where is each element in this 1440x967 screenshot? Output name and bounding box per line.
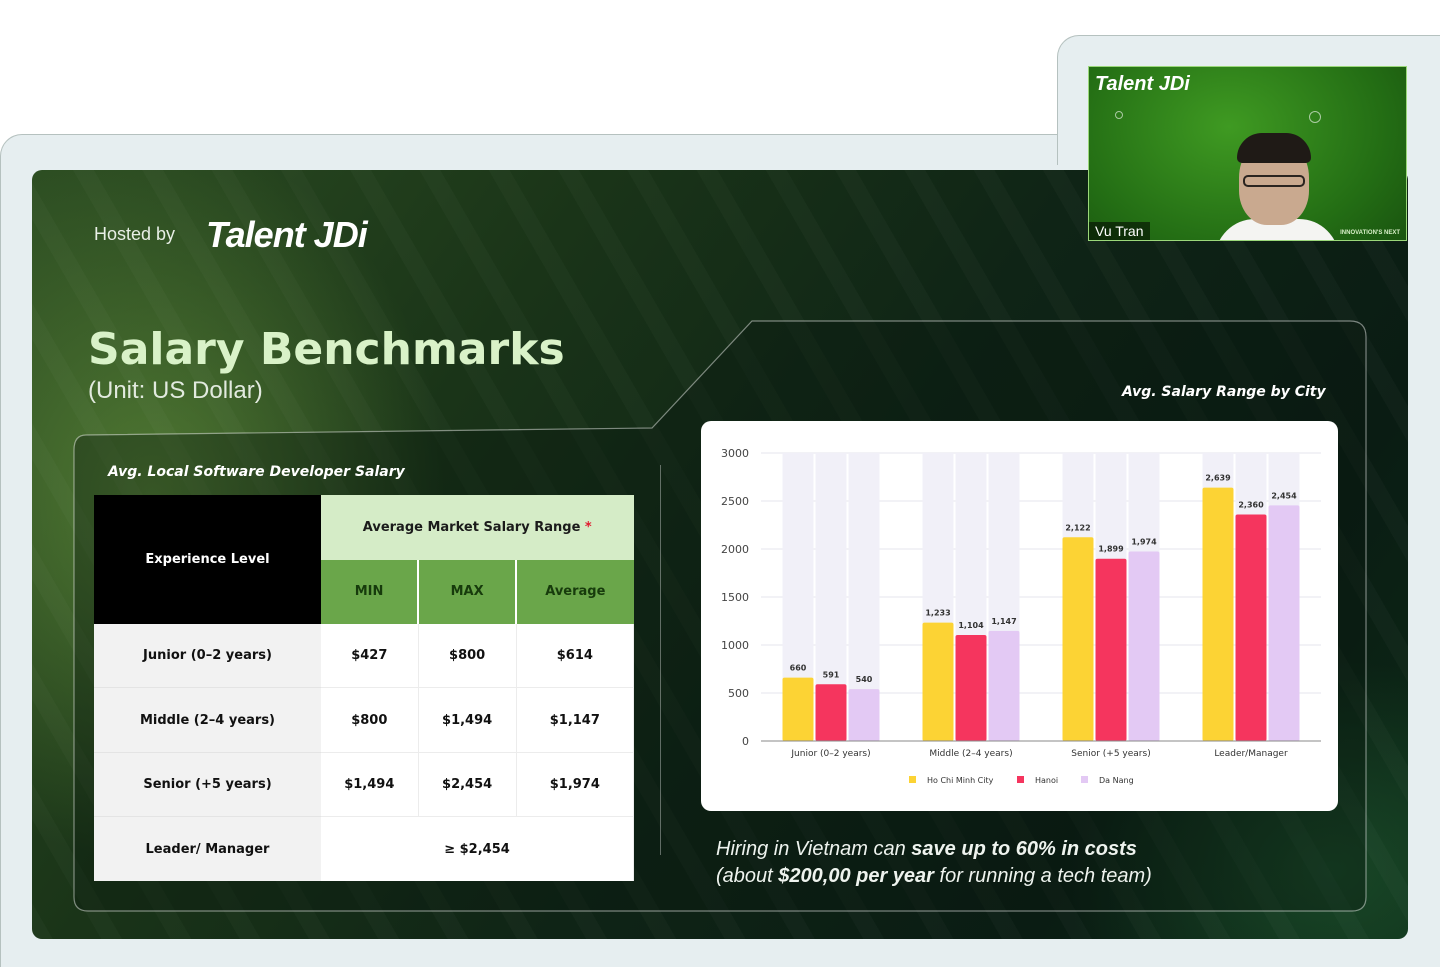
glasses-icon — [1243, 175, 1305, 187]
table-row: Leader/ Manager ≥ $2,454 — [94, 816, 634, 881]
bar-value-label: 2,360 — [1238, 500, 1264, 509]
salary-chart-card: 0 500 1000 1500 2000 2500 3000 660 591 540 Junior … — [701, 421, 1338, 811]
divider — [660, 465, 661, 855]
experience-level-header: Experience Level — [94, 495, 321, 624]
legend-label: Hanoi — [1035, 776, 1058, 785]
participant-name: Vu Tran — [1089, 222, 1150, 240]
cell-max: $2,454 — [418, 752, 517, 818]
bar — [955, 635, 987, 741]
cell-min: $1,494 — [321, 752, 419, 818]
y-tick-label: 3000 — [721, 447, 749, 460]
salary-bar-chart: 0 500 1000 1500 2000 2500 3000 660 591 540 Junior … — [721, 447, 1321, 785]
bar — [1095, 558, 1127, 741]
salary-range-header: Average Market Salary Range * — [321, 495, 634, 561]
table-row: Junior (0–2 years) $427 $800 $614 — [94, 623, 635, 689]
footer-text: Hiring in Vietnam can — [716, 838, 912, 860]
bar-value-label: 591 — [823, 670, 840, 679]
decor-dot — [1309, 111, 1321, 123]
bar-value-label: 1,974 — [1131, 537, 1157, 546]
cell-average: $1,147 — [516, 687, 635, 753]
y-tick-label: 0 — [742, 735, 749, 748]
presentation-slide: Hosted by Talent JDi Salary Benchmarks (… — [32, 170, 1408, 939]
col-header-min: MIN — [321, 560, 420, 624]
participant-hair — [1237, 133, 1311, 163]
bar-value-label: 2,454 — [1271, 491, 1297, 500]
bar — [848, 689, 880, 741]
cell-average: $1,974 — [516, 752, 635, 818]
cell-average: $614 — [516, 623, 635, 689]
footer-highlight: save up to 60% in costs — [911, 838, 1137, 860]
y-tick-label: 1500 — [721, 591, 749, 604]
x-tick-label: Leader/Manager — [1214, 749, 1288, 759]
table-caption: Avg. Local Software Developer Salary — [108, 464, 405, 480]
camera-logo: Talent JDi — [1095, 73, 1190, 95]
salary-table: Experience Level Average Market Salary R… — [94, 495, 635, 881]
bar-value-label: 1,233 — [925, 609, 950, 618]
y-tick-label: 1000 — [721, 639, 749, 652]
y-tick-label: 2500 — [721, 495, 749, 508]
footer-line-1: Hiring in Vietnam can save up to 60% in … — [716, 836, 1152, 863]
participant-body — [1215, 219, 1339, 240]
col-header-average: Average — [516, 560, 634, 624]
chart-caption: Avg. Salary Range by City — [1122, 384, 1326, 400]
col-header-max: MAX — [418, 560, 518, 624]
x-tick-label: Middle (2–4 years) — [929, 749, 1012, 759]
footnote-marker: * — [584, 520, 592, 536]
talent-jdi-logo: Talent JDi — [206, 214, 368, 255]
cell-max: $1,494 — [418, 687, 517, 753]
bar — [1062, 537, 1094, 741]
bar — [782, 677, 814, 741]
decor-dot — [1115, 111, 1123, 119]
bar — [1202, 487, 1234, 741]
footer-note: Hiring in Vietnam can save up to 60% in … — [716, 836, 1152, 890]
row-label: Leader/ Manager — [94, 816, 321, 881]
slide-subtitle: (Unit: US Dollar) — [88, 377, 263, 404]
x-tick-label: Senior (+5 years) — [1071, 749, 1150, 759]
footer-text: for running a tech team) — [933, 865, 1152, 887]
bar-value-label: 2,639 — [1205, 474, 1231, 483]
bar-value-label: 1,104 — [958, 621, 984, 630]
footer-text: (about — [716, 865, 779, 887]
bar-value-label: 1,899 — [1098, 545, 1124, 554]
row-label: Senior (+5 years) — [94, 752, 321, 818]
legend-label: Ho Chi Minh City — [927, 776, 994, 785]
row-label: Junior (0–2 years) — [94, 623, 321, 689]
bar — [988, 630, 1020, 741]
cell-min: $427 — [321, 623, 419, 689]
row-label: Middle (2–4 years) — [94, 687, 321, 753]
legend-swatch — [1017, 776, 1024, 783]
bar-value-label: 660 — [790, 664, 807, 673]
bar — [1268, 505, 1300, 741]
legend-label: Da Nang — [1099, 776, 1134, 785]
hosted-by-label: Hosted by — [94, 224, 176, 244]
y-tick-label: 2000 — [721, 543, 749, 556]
footer-highlight: $200,00 per year — [778, 865, 934, 887]
cell-max: $800 — [418, 623, 517, 689]
cell-leader-value: ≥ $2,454 — [321, 816, 634, 881]
participant-video-tile[interactable]: Talent JDi Vu Tran INNOVATION'S NEXT — [1088, 66, 1407, 241]
bar — [922, 622, 954, 741]
slide-title: Salary Benchmarks — [88, 324, 565, 375]
bar-value-label: 2,122 — [1065, 523, 1090, 532]
y-tick-label: 500 — [728, 687, 749, 700]
footer-line-2: (about $200,00 per year for running a te… — [716, 863, 1152, 890]
camera-tagline: INNOVATION'S NEXT — [1340, 230, 1400, 236]
bar — [1128, 551, 1160, 741]
legend-swatch — [1081, 776, 1088, 783]
bar-value-label: 540 — [856, 675, 873, 684]
legend-swatch — [909, 776, 916, 783]
bar-value-label: 1,147 — [991, 617, 1016, 626]
bar — [1235, 514, 1267, 741]
bar — [815, 684, 847, 741]
table-row: Senior (+5 years) $1,494 $2,454 $1,974 — [94, 752, 635, 818]
x-tick-label: Junior (0–2 years) — [790, 749, 870, 759]
table-row: Middle (2–4 years) $800 $1,494 $1,147 — [94, 687, 635, 753]
cell-min: $800 — [321, 687, 419, 753]
salary-range-header-text: Average Market Salary Range — [362, 520, 581, 536]
